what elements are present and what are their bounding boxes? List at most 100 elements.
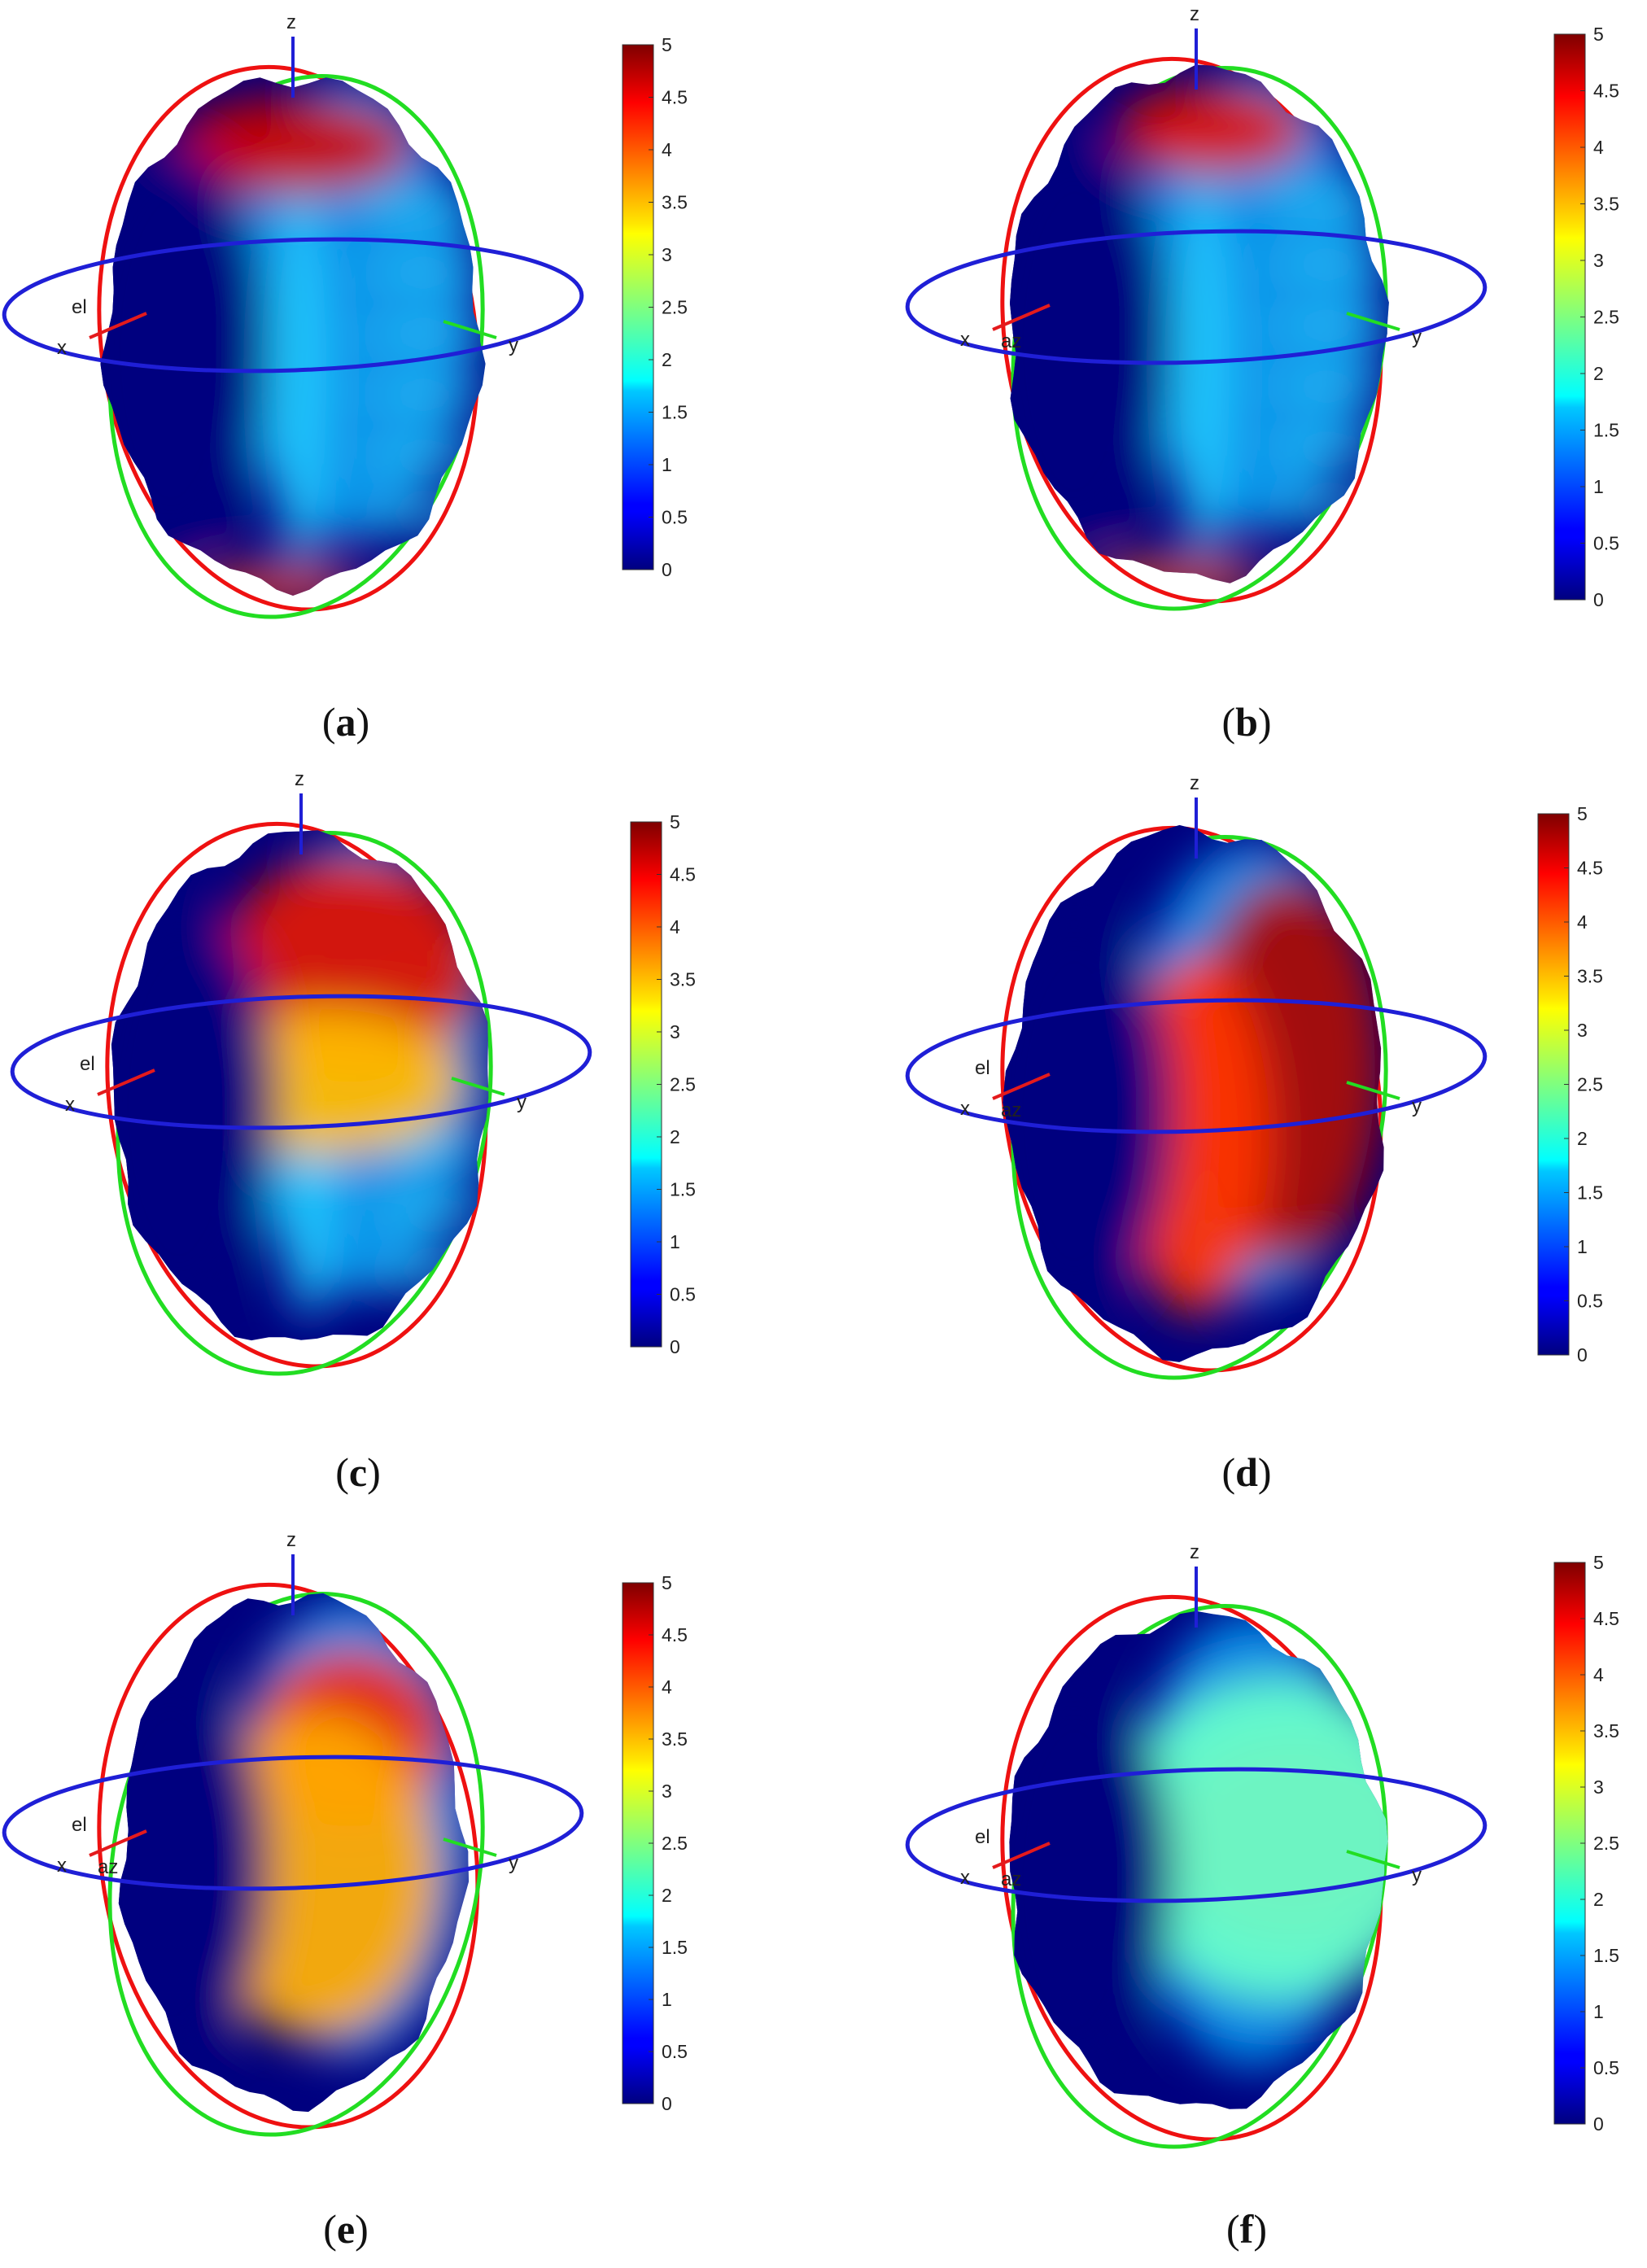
colorbar-tick-label: 4.5	[1577, 858, 1603, 879]
pattern-surface	[1003, 824, 1384, 1362]
colorbar-tick-label: 0.5	[670, 1284, 696, 1305]
figure-panel-a: z x y el 0 0.5 1 1.5 2 2.5 3 3.5 4 4.5 5	[2, 11, 688, 619]
colorbar-tick-label: 0.5	[662, 2041, 688, 2062]
colorbar-tick-label: 2.5	[1593, 1833, 1619, 1854]
colorbar-tick-label: 2	[662, 349, 672, 370]
colorbar-tick-label: 1	[1593, 476, 1604, 497]
figure-panel-b: z x y az 0 0.5 1 1.5 2 2.5 3 3.5 4 4.5 5	[905, 3, 1619, 611]
colorbar-tick-label: 5	[1577, 803, 1588, 824]
colorbar-tick-label: 2.5	[662, 1833, 688, 1854]
colorbar-tick-label: 0.5	[1593, 2057, 1619, 2078]
caption-f-letter: f	[1239, 2206, 1254, 2252]
el-axis-label: el	[80, 1053, 95, 1075]
colorbar-tick-label: 1	[662, 454, 672, 475]
panel-b: z x y az 0 0.5 1 1.5 2 2.5 3 3.5 4 4.5 5	[905, 3, 1647, 675]
y-axis-label: y	[517, 1091, 526, 1113]
z-axis-label: z	[1190, 1541, 1199, 1563]
colorbar-tick-label: 0.5	[1593, 533, 1619, 554]
colorbar-tick-label: 1.5	[1593, 420, 1619, 441]
colorbar-tick-label: 5	[662, 1572, 672, 1593]
colorbar-tick-label: 3	[662, 1781, 672, 1802]
colorbar-tick-label: 4.5	[1593, 81, 1619, 102]
colorbar-tick-label: 3	[1593, 1776, 1604, 1798]
colorbar-tick-label: 0	[1577, 1344, 1588, 1366]
pattern-surface	[111, 830, 489, 1341]
colorbar-tick-label: 0.5	[662, 507, 688, 528]
caption-a: (a)	[321, 699, 370, 745]
azimuth-circle	[10, 994, 592, 1130]
caption-b: (b)	[1221, 699, 1272, 745]
colorbar-tick-label: 3	[1577, 1020, 1588, 1041]
caption-f: (f)	[1226, 2206, 1267, 2252]
colorbar-tick-label: 3.5	[1593, 194, 1619, 215]
caption-b-letter: b	[1235, 699, 1258, 745]
colorbar-tick-label: 0.5	[1577, 1291, 1603, 1312]
colorbar-tick-label: 4.5	[662, 1624, 688, 1645]
azimuth-circle	[2, 1755, 584, 1891]
x-axis-label: x	[65, 1094, 75, 1116]
colorbar-tick-label: 0	[662, 2093, 672, 2114]
z-axis-label: z	[286, 1529, 296, 1551]
elevation-circle-green	[107, 1592, 485, 2137]
colorbar-tick-label: 2.5	[1577, 1074, 1603, 1095]
colorbar-tick-label: 3.5	[662, 192, 688, 213]
colorbar-tick-label: 1	[1577, 1236, 1588, 1257]
z-axis-label: z	[1190, 772, 1199, 794]
pattern-surface	[1009, 1610, 1388, 2109]
colorbar-tick-label: 0	[670, 1336, 680, 1357]
colorbar-tick-label: 2	[1577, 1128, 1588, 1149]
azimuth-circle	[905, 998, 1488, 1134]
colorbar-tick-label: 2	[662, 1885, 672, 1906]
azimuth-circle	[905, 1767, 1488, 1903]
panel-a: z x y el 0 0.5 1 1.5 2 2.5 3 3.5 4 4.5 5	[2, 11, 814, 684]
colorbar-tick-label: 3	[670, 1021, 680, 1042]
colorbar-tick-label: 1	[670, 1231, 680, 1252]
colorbar	[1553, 33, 1586, 601]
az-axis-label: az	[1001, 1099, 1021, 1121]
caption-c-letter: c	[348, 1449, 368, 1495]
colorbar-tick-label: 2	[1593, 363, 1604, 384]
x-axis-label: x	[57, 337, 67, 359]
x-axis-line	[992, 304, 1051, 331]
colorbar-tick-label: 3.5	[670, 969, 696, 990]
el-axis-label: el	[72, 1814, 87, 1836]
el-axis-label: el	[72, 296, 87, 318]
colorbar-tick-label: 5	[662, 34, 672, 55]
caption-e: (e)	[323, 2206, 369, 2252]
colorbar-tick-label: 4	[662, 139, 672, 160]
colorbar-tick-label: 3.5	[1577, 966, 1603, 987]
y-axis-line	[1346, 1081, 1400, 1100]
colorbar-tick-label: 4.5	[1593, 1608, 1619, 1629]
caption-d: (d)	[1221, 1449, 1272, 1495]
colorbar-tick-label: 5	[670, 811, 680, 832]
colorbar-tick-label: 2	[670, 1126, 680, 1147]
y-axis-label: y	[1412, 1095, 1422, 1117]
colorbar-tick-label: 3.5	[662, 1728, 688, 1750]
el-axis-label: el	[975, 1057, 990, 1079]
colorbar-tick-label: 1	[662, 1989, 672, 2010]
colorbar-tick-label: 1.5	[662, 1937, 688, 1958]
colorbar	[1537, 813, 1570, 1356]
x-axis-label: x	[960, 1098, 970, 1120]
colorbar-tick-label: 5	[1593, 24, 1604, 45]
pattern-surface	[100, 77, 486, 596]
y-axis-label: y	[509, 1852, 518, 1874]
elevation-circle-red	[97, 1582, 480, 2130]
colorbar-tick-label: 2.5	[670, 1074, 696, 1095]
y-axis-label: y	[1412, 326, 1422, 348]
colorbar-tick-label: 1.5	[662, 402, 688, 423]
panel-f: z x y el az 0 0.5 1 1.5 2 2.5 3 3.5 4 4.5 5	[905, 1538, 1647, 2189]
az-axis-label: az	[98, 1856, 118, 1878]
x-axis-line	[992, 1073, 1051, 1100]
az-axis-label: az	[1001, 1868, 1021, 1890]
colorbar	[1553, 1562, 1586, 2125]
colorbar-tick-label: 1	[1593, 2001, 1604, 2022]
panel-e: z x y el az 0 0.5 1 1.5 2 2.5 3 3.5 4 4.5 5	[2, 1529, 814, 2193]
colorbar-tick-label: 4	[1593, 1664, 1604, 1685]
y-axis-line	[451, 1077, 505, 1096]
z-axis-label: z	[295, 768, 304, 790]
pattern-surface	[1010, 64, 1389, 583]
y-axis-label: y	[509, 334, 518, 356]
